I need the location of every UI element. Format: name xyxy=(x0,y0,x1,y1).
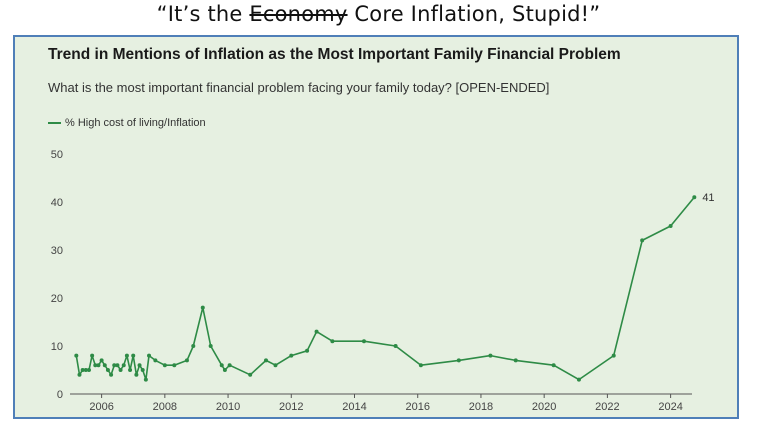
series-line xyxy=(75,196,695,381)
data-point xyxy=(692,195,697,200)
legend-line-swatch xyxy=(48,122,61,124)
x-tick-label: 2006 xyxy=(89,401,113,413)
data-point xyxy=(90,353,95,358)
data-point xyxy=(184,358,189,363)
data-point xyxy=(393,344,398,348)
data-point xyxy=(109,372,114,377)
y-tick-label: 0 xyxy=(57,389,63,401)
data-point xyxy=(289,353,294,358)
data-point xyxy=(99,358,104,363)
x-tick-label: 2010 xyxy=(216,401,240,413)
x-tick-label: 2016 xyxy=(405,401,429,413)
data-point xyxy=(513,358,518,363)
data-point xyxy=(140,368,145,372)
data-point xyxy=(77,372,82,377)
data-point xyxy=(93,363,98,368)
data-point xyxy=(576,377,581,382)
chart-subtitle: What is the most important financial pro… xyxy=(48,80,550,95)
data-point xyxy=(305,348,310,353)
data-point xyxy=(162,363,167,368)
data-point xyxy=(80,368,85,372)
data-point xyxy=(131,353,136,358)
data-point xyxy=(273,363,278,368)
data-point xyxy=(134,372,139,377)
x-tick-label: 2020 xyxy=(532,401,556,413)
data-point xyxy=(227,363,232,368)
data-point xyxy=(191,344,196,348)
y-tick-label: 40 xyxy=(51,197,63,209)
data-point xyxy=(611,353,616,358)
data-point xyxy=(102,363,107,368)
data-point xyxy=(668,224,673,228)
chart-title: Trend in Mentions of Inflation as the Mo… xyxy=(48,46,621,63)
data-point xyxy=(121,363,126,368)
data-point xyxy=(551,363,556,368)
legend-series-label: % High cost of living/Inflation xyxy=(65,117,206,129)
data-point xyxy=(456,358,461,363)
data-point xyxy=(200,305,205,310)
data-point xyxy=(86,368,91,372)
x-tick-label: 2018 xyxy=(469,401,493,413)
x-tick-label: 2014 xyxy=(342,401,366,413)
x-tick-label: 2008 xyxy=(153,401,177,413)
data-point xyxy=(172,363,177,368)
y-tick-label: 10 xyxy=(51,341,63,353)
data-point xyxy=(330,339,335,344)
data-point xyxy=(105,368,110,372)
data-point xyxy=(361,339,366,344)
data-point xyxy=(418,363,423,368)
end-value-label: 41 xyxy=(702,192,714,204)
data-point xyxy=(222,368,227,372)
data-point xyxy=(112,363,117,368)
data-point xyxy=(83,368,88,372)
data-point xyxy=(124,353,129,358)
data-point xyxy=(640,238,645,243)
data-point xyxy=(314,329,319,334)
headline-struck-word: Economy xyxy=(249,2,348,26)
data-point xyxy=(143,377,148,382)
data-point xyxy=(128,368,133,372)
data-point xyxy=(137,363,142,368)
data-point xyxy=(219,363,224,368)
headline-prefix: “It’s the xyxy=(156,2,250,26)
data-point xyxy=(118,368,123,372)
y-tick-label: 30 xyxy=(51,245,63,257)
data-point xyxy=(488,353,493,358)
headline-suffix: Core Inflation, Stupid!” xyxy=(347,2,601,26)
x-tick-label: 2022 xyxy=(595,401,619,413)
data-point xyxy=(96,363,101,368)
data-point xyxy=(208,344,213,348)
data-point xyxy=(115,363,120,368)
data-point xyxy=(74,353,79,358)
y-tick-label: 20 xyxy=(51,293,63,305)
data-point xyxy=(147,353,152,358)
x-tick-label: 2012 xyxy=(279,401,303,413)
x-tick-label: 2024 xyxy=(658,401,682,413)
y-tick-label: 50 xyxy=(51,149,63,161)
data-point xyxy=(263,358,268,363)
slide-headline: “It’s the Economy Core Inflation, Stupid… xyxy=(0,2,757,26)
data-point xyxy=(153,358,158,363)
chart-legend: % High cost of living/Inflation xyxy=(48,117,206,129)
data-point xyxy=(248,372,253,377)
